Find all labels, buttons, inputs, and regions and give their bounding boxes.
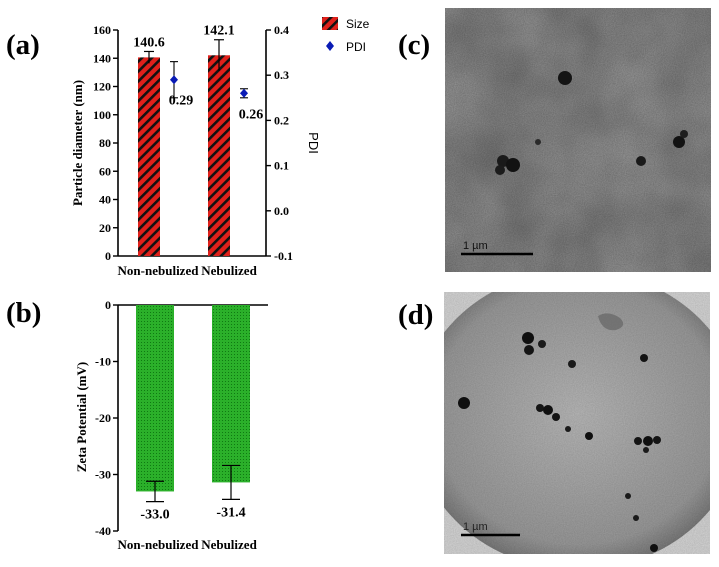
legend-pdi-marker — [326, 41, 334, 51]
chart-a-ytick-label: 0 — [105, 249, 111, 263]
chart-b-ytick-label: -10 — [95, 355, 111, 369]
tem-micrograph-c: 1 µm — [445, 8, 711, 272]
chart-b-category-label: Non-nebulized — [118, 537, 200, 552]
chart-a-ytick-label: 100 — [93, 108, 111, 122]
chart-a-ytick-label: 40 — [99, 193, 111, 207]
chart-a-y2tick-label: 0.3 — [274, 68, 289, 82]
bar-size-1 — [208, 55, 230, 256]
chart-a-y2tick-label: 0.4 — [274, 23, 289, 37]
chart-a-ytick-label: 80 — [99, 136, 111, 150]
chart-b-ytick-label: 0 — [105, 298, 111, 312]
tem-micrograph-d: 1 µm — [444, 292, 710, 554]
data-label-zeta-0: -33.0 — [140, 508, 169, 523]
chart-a-legend: Size PDI — [322, 17, 370, 54]
marker-pdi-0 — [170, 75, 178, 85]
panel-label-d: (d) — [398, 299, 433, 331]
legend-size-swatch — [322, 17, 338, 30]
chart-b-ytick-label: -30 — [95, 468, 111, 482]
chart-a-y2tick-label: 0.0 — [274, 204, 289, 218]
data-label-pdi-1: 0.26 — [239, 107, 264, 122]
data-label-pdi-0: 0.29 — [169, 94, 194, 109]
marker-pdi-1 — [240, 88, 248, 98]
chart-b-ytick-label: -40 — [95, 524, 111, 538]
data-label-size-0: 140.6 — [133, 35, 165, 50]
chart-a-ylabel: Particle diameter (nm) — [70, 80, 85, 206]
panel-label-b: (b) — [6, 297, 41, 329]
bar-size-0 — [138, 57, 160, 257]
chart-zeta-potential: 0 -10 -20 -30 -40 -33.0 Non-nebulized -31.4 Nebu… — [95, 298, 268, 552]
chart-a-y2tick-label: 0.2 — [274, 113, 289, 127]
legend-size-label: Size — [346, 17, 370, 31]
scale-bar-d: 1 µm — [463, 521, 488, 533]
chart-a-y2label: PDI — [306, 132, 321, 154]
chart-a-ytick-label: 60 — [99, 164, 111, 178]
data-label-zeta-1: -31.4 — [216, 505, 245, 520]
data-label-size-1: 142.1 — [203, 24, 235, 39]
chart-a-ytick-label: 140 — [93, 51, 111, 65]
chart-particle-size-pdi: 0 20 40 60 80 100 120 140 160 0.4 0.3 0.2 0.1 0.0 -0.1… — [93, 23, 293, 278]
chart-b-ylabel: Zeta Potential (mV) — [74, 362, 89, 472]
scale-bar-c: 1 µm — [463, 240, 488, 252]
chart-b-category-label: Nebulized — [201, 537, 257, 552]
chart-a-category-label: Non-nebulized — [118, 263, 200, 278]
bar-zeta-0 — [136, 305, 174, 492]
chart-a-ytick-label: 20 — [99, 221, 111, 235]
panel-label-c: (c) — [398, 29, 430, 61]
legend-pdi-label: PDI — [346, 40, 366, 54]
chart-a-y2tick-label: -0.1 — [274, 249, 293, 263]
chart-b-ytick-label: -20 — [95, 411, 111, 425]
chart-a-category-label: Nebulized — [201, 263, 257, 278]
panel-label-a: (a) — [6, 29, 40, 61]
chart-a-y2tick-label: 0.1 — [274, 159, 289, 173]
chart-a-ytick-label: 120 — [93, 80, 111, 94]
chart-a-ytick-label: 160 — [93, 23, 111, 37]
bar-zeta-1 — [212, 305, 250, 483]
